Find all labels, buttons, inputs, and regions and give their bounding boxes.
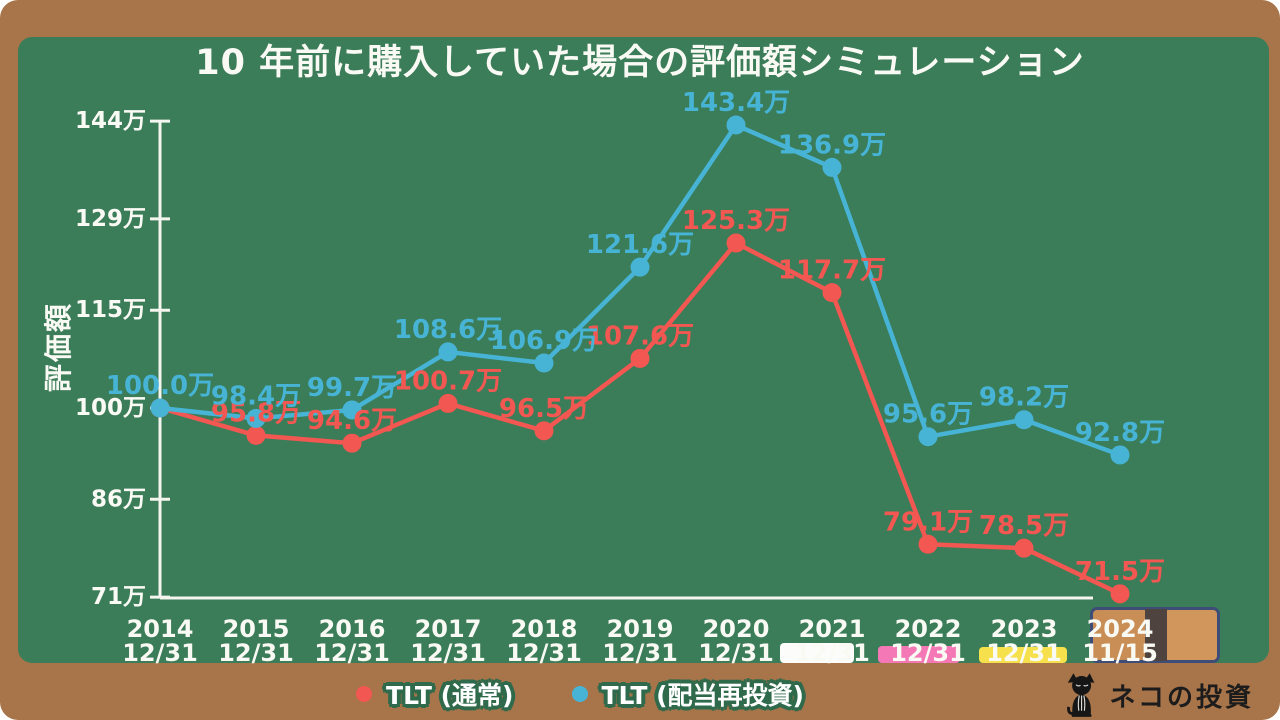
x-tick-label: 2017 12/31 <box>410 615 486 667</box>
red-series-point <box>822 283 842 303</box>
black-cat-icon <box>1066 673 1094 717</box>
red-series-point <box>630 348 650 368</box>
y-tick-label: 100万 <box>75 395 146 421</box>
x-tick-label: 2016 12/31 <box>314 615 390 667</box>
x-tick-label: 2023 12/31 <box>986 615 1062 667</box>
y-tick-label: 71万 <box>91 584 146 610</box>
blue-point-label: 98.4万 <box>211 381 301 411</box>
blue-point-label: 121.6万 <box>586 230 694 260</box>
chalk-piece-white <box>780 643 854 663</box>
blue-series-point <box>150 398 170 418</box>
blue-point-label: 108.6万 <box>394 315 502 345</box>
red-point-label: 71.5万 <box>1075 557 1165 587</box>
x-tick-label: 2020 12/31 <box>698 615 774 667</box>
blue-point-label: 143.4万 <box>682 88 790 118</box>
chalk-piece-pink <box>878 646 960 663</box>
red-point-label: 107.6万 <box>586 321 694 351</box>
blue-series-point <box>438 342 458 362</box>
blue-series-point <box>1110 445 1130 465</box>
blue-series-point <box>342 400 362 420</box>
y-tick-label: 129万 <box>75 206 146 232</box>
blue-series-point <box>246 408 266 428</box>
blackboard-eraser <box>1090 607 1220 663</box>
x-tick-label: 2018 12/31 <box>506 615 582 667</box>
x-tick-label: 2019 12/31 <box>602 615 678 667</box>
x-tick-label: 2014 12/31 <box>122 615 198 667</box>
y-tick-label: 115万 <box>75 297 146 323</box>
x-tick-label: 2024 11/15 <box>1082 615 1158 667</box>
red-point-label: 96.5万 <box>499 394 589 424</box>
chalk-piece-yellow <box>979 647 1067 663</box>
blue-series-point <box>630 257 650 277</box>
chart-title: 10 年前に購入していた場合の評価額シミュレーション <box>195 43 1085 83</box>
blue-series-point <box>1014 410 1034 430</box>
red-series-point <box>342 433 362 453</box>
eraser-band <box>1145 609 1167 661</box>
red-point-label: 117.7万 <box>778 256 886 286</box>
y-tick-label: 86万 <box>91 486 146 512</box>
blue-series-point <box>822 157 842 177</box>
legend-item-tlt-reinvest: TLT (配当再投資) <box>571 676 804 712</box>
blue-series-point <box>918 427 938 447</box>
chart-legend: TLT (通常) TLT (配当再投資) <box>0 676 1160 712</box>
red-point-label: 95.8万 <box>211 398 301 428</box>
legend-item-tlt-normal: TLT (通常) <box>356 676 514 712</box>
blue-point-label: 95.6万 <box>883 400 973 430</box>
site-logo-text: ネコの投資 <box>1109 683 1254 713</box>
y-tick-label: 144万 <box>75 108 146 134</box>
red-point-label: 79.1万 <box>883 507 973 537</box>
red-series-point <box>534 421 554 441</box>
x-tick-label: 2015 12/31 <box>218 615 294 667</box>
red-series-point <box>918 534 938 554</box>
legend-label: TLT (配当再投資) <box>601 681 804 710</box>
x-tick-label: 2022 12/31 <box>890 615 966 667</box>
y-axis-title: 評価額 <box>42 301 75 393</box>
blue-series-line <box>157 122 1123 458</box>
blue-point-label: 100.0万 <box>106 371 214 401</box>
blue-point-label: 106.9万 <box>490 326 598 356</box>
blue-series-point <box>534 353 554 373</box>
x-tick-label: 2021 12/31 <box>794 615 870 667</box>
red-series-point <box>1110 584 1130 604</box>
red-series-point <box>438 393 458 413</box>
red-series-point <box>1014 538 1034 558</box>
blue-series-point <box>726 115 746 135</box>
red-point-label: 100.7万 <box>394 366 502 396</box>
red-point-label: 94.6万 <box>307 406 397 436</box>
red-series-point <box>246 425 266 445</box>
legend-dot-red-icon <box>356 686 373 702</box>
site-logo: ネコの投資 <box>1064 672 1254 720</box>
blue-point-label: 98.2万 <box>979 383 1069 413</box>
blue-point-label: 136.9万 <box>778 130 886 160</box>
red-point-label: 78.5万 <box>979 511 1069 541</box>
red-series-point <box>726 233 746 253</box>
blue-point-label: 99.7万 <box>307 373 397 403</box>
red-point-label: 125.3万 <box>682 206 790 236</box>
blue-point-label: 92.8万 <box>1075 418 1165 448</box>
legend-label: TLT (通常) <box>386 681 514 710</box>
red-series-line <box>157 240 1123 597</box>
legend-dot-blue-icon <box>571 686 588 702</box>
